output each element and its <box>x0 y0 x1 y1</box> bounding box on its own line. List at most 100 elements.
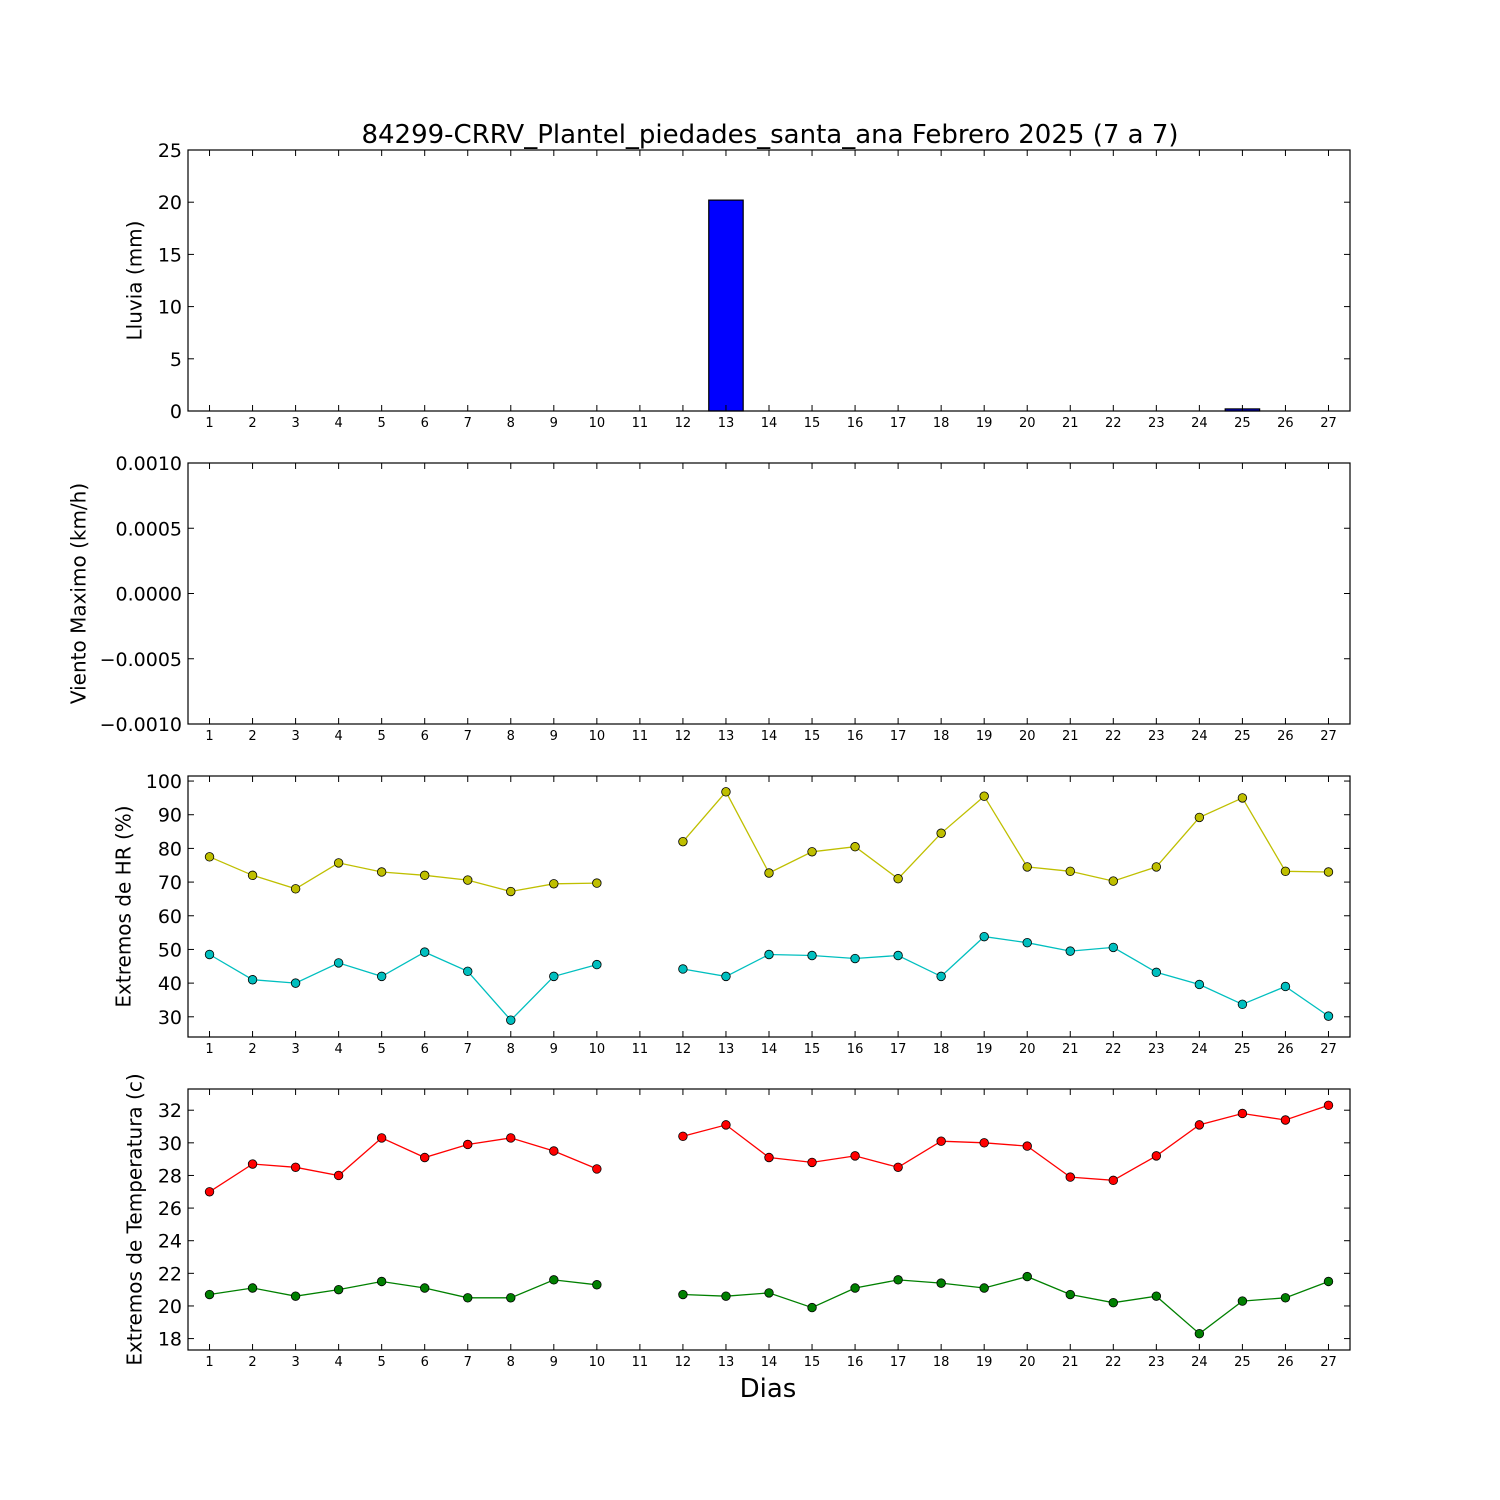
x-tick-label: 15 <box>804 1355 821 1370</box>
x-tick-label: 17 <box>890 729 907 744</box>
x-tick-label: 16 <box>847 1042 864 1057</box>
series-1-point-day-18 <box>936 1136 946 1146</box>
x-tick-label: 24 <box>1191 416 1208 431</box>
x-tick-label: 17 <box>890 1042 907 1057</box>
series-1-point-day-18 <box>936 828 946 838</box>
y-axis-label: Lluvia (mm) <box>123 221 147 341</box>
y-tick-label: 90 <box>158 805 182 827</box>
x-tick-label: 26 <box>1277 1355 1294 1370</box>
x-tick-label: 17 <box>890 416 907 431</box>
y-tick-label: 10 <box>158 297 182 319</box>
series-2-point-day-7 <box>463 966 473 977</box>
series-2-point-day-24 <box>1194 979 1205 990</box>
x-tick-label: 25 <box>1234 729 1251 744</box>
series-2-point-day-20 <box>1022 1271 1032 1282</box>
y-tick-label: −0.0005 <box>100 649 182 671</box>
y-tick-label: 100 <box>146 771 182 793</box>
series-1-point-day-4 <box>333 858 344 868</box>
x-tick-label: 12 <box>675 1042 692 1057</box>
series-2-point-day-24 <box>1194 1328 1205 1339</box>
series-2-point-day-4 <box>333 958 344 968</box>
series-2-point-day-13 <box>721 1291 731 1301</box>
series-1-point-day-23 <box>1151 1151 1162 1161</box>
series-1-point-day-1 <box>204 852 215 862</box>
y-tick-label: 20 <box>158 192 182 214</box>
x-tick-label: 15 <box>804 729 821 744</box>
x-tick-label: 7 <box>464 729 472 744</box>
y-tick-label: 80 <box>158 838 182 860</box>
x-tick-label: 27 <box>1320 416 1337 431</box>
series-1-point-day-15 <box>807 847 817 857</box>
y-tick-label: 20 <box>158 1296 182 1318</box>
x-tick-label: 14 <box>761 416 778 431</box>
y-axis-label: Extremos de Temperatura (c) <box>123 1073 147 1365</box>
x-tick-label: 8 <box>507 1355 515 1370</box>
series-1-point-day-19 <box>979 791 989 801</box>
y-tick-label: 28 <box>158 1165 182 1187</box>
x-tick-label: 27 <box>1320 1355 1337 1370</box>
x-tick-label: 18 <box>933 1042 950 1057</box>
series-1-point-day-13 <box>721 787 731 797</box>
series-1-point-day-7 <box>463 875 473 885</box>
series-2-point-day-5 <box>376 1276 387 1287</box>
series-2-point-day-22 <box>1108 942 1118 953</box>
y-tick-label: 50 <box>158 939 182 961</box>
series-1-point-day-10 <box>592 878 602 888</box>
x-tick-label: 6 <box>421 416 429 431</box>
x-tick-label: 4 <box>334 1355 342 1370</box>
series-2-point-day-20 <box>1022 938 1032 948</box>
x-tick-label: 15 <box>804 1042 821 1057</box>
x-tick-label: 10 <box>589 729 606 744</box>
x-tick-label: 27 <box>1320 1042 1337 1057</box>
series-1-point-day-20 <box>1022 1141 1032 1151</box>
x-tick-label: 23 <box>1148 1042 1165 1057</box>
series-1-point-day-14 <box>764 868 774 878</box>
series-2-point-day-14 <box>764 1288 774 1298</box>
x-tick-label: 21 <box>1062 1355 1079 1370</box>
series-1-point-day-27 <box>1323 867 1334 877</box>
series-2-point-day-12 <box>678 1289 688 1300</box>
series-1-point-day-26 <box>1280 1115 1291 1125</box>
x-tick-label: 2 <box>248 1355 256 1370</box>
y-axis-label: Extremos de HR (%) <box>111 805 135 1007</box>
series-2-point-day-21 <box>1065 946 1075 956</box>
x-tick-label: 3 <box>291 1355 299 1370</box>
series-2-point-day-22 <box>1108 1297 1118 1308</box>
series-2-point-day-27 <box>1323 1276 1334 1287</box>
y-tick-label: 70 <box>158 872 182 894</box>
series-2-point-day-10 <box>592 959 602 970</box>
series-1-line-segment-1 <box>209 856 597 893</box>
y-tick-label: 40 <box>158 973 182 995</box>
series-2-point-day-23 <box>1151 1291 1162 1301</box>
series-1-point-day-2 <box>247 1159 258 1169</box>
series-2-point-day-14 <box>764 949 774 960</box>
series-2-point-day-19 <box>979 1283 989 1293</box>
x-tick-label: 13 <box>718 1355 735 1370</box>
series-1-point-day-6 <box>420 1152 430 1163</box>
series-2-point-day-21 <box>1065 1289 1075 1300</box>
x-tick-label: 4 <box>334 1042 342 1057</box>
series-1-point-day-7 <box>463 1139 473 1150</box>
x-tick-label: 26 <box>1277 1042 1294 1057</box>
series-1-point-day-17 <box>893 1162 903 1173</box>
x-tick-label: 18 <box>933 729 950 744</box>
series-2-point-day-25 <box>1237 1296 1248 1306</box>
x-tick-label: 14 <box>761 1042 778 1057</box>
x-tick-label: 14 <box>761 729 778 744</box>
x-tick-label: 22 <box>1105 1042 1122 1057</box>
series-1-point-day-6 <box>420 870 430 881</box>
x-tick-label: 1 <box>205 1355 213 1370</box>
series-2-line-segment-2 <box>682 1275 1329 1335</box>
series-1-point-day-19 <box>979 1138 989 1148</box>
x-tick-label: 5 <box>378 729 386 744</box>
x-tick-label: 12 <box>675 416 692 431</box>
series-2-point-day-15 <box>807 950 817 961</box>
y-tick-label: 5 <box>170 349 182 371</box>
x-tick-label: 24 <box>1191 729 1208 744</box>
series-1-point-day-17 <box>893 874 903 884</box>
series-1-point-day-5 <box>376 1133 387 1143</box>
axes-frame <box>187 149 1351 412</box>
